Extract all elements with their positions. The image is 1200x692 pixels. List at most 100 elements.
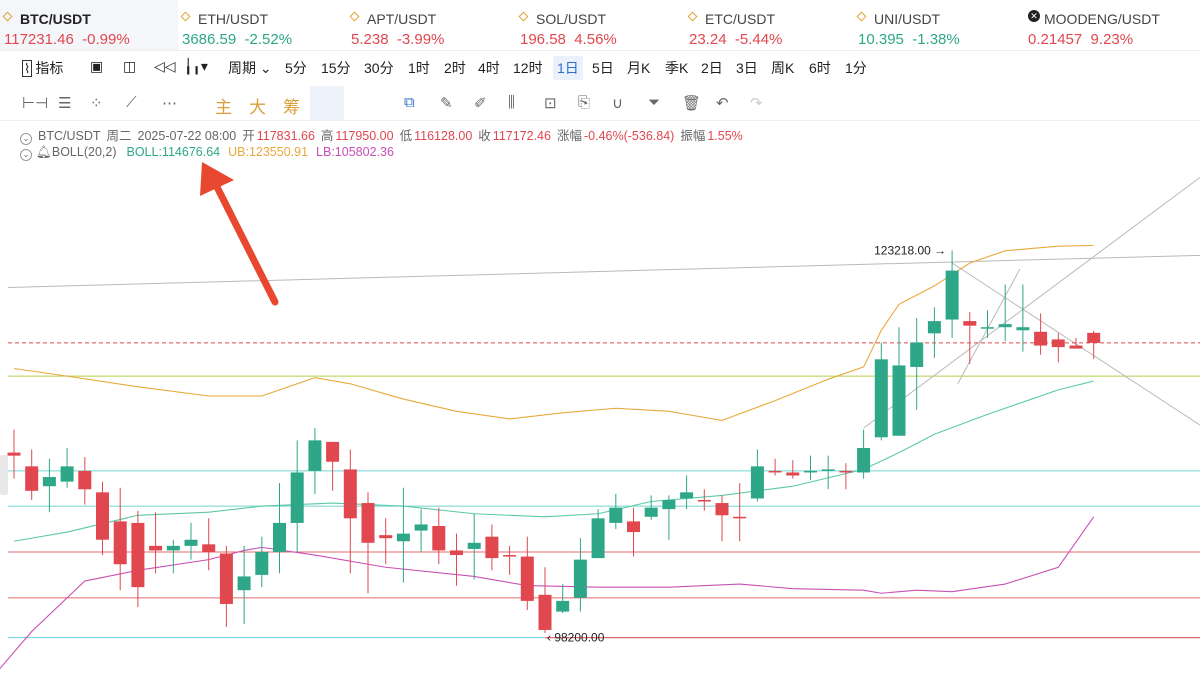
- annotation-arrow-head: [200, 162, 234, 196]
- ticker-eth-usdt[interactable]: ETH/USDT 3686.59 -2.52%: [178, 0, 348, 50]
- candle-body: [945, 270, 959, 320]
- replay-icon[interactable]: ◁◁: [154, 58, 176, 74]
- more-tools-icon[interactable]: ⋯: [162, 95, 177, 112]
- ticker-etc-usdt[interactable]: ETC/USDT 23.24 -5.44%: [685, 0, 855, 50]
- candle-body: [662, 499, 676, 510]
- candle-body: [591, 518, 605, 559]
- candle-body: [379, 535, 393, 539]
- interval-1[interactable]: 15分: [321, 60, 351, 76]
- redo-icon[interactable]: ↷: [750, 95, 763, 112]
- chart-toolbar: ⌇ 指标 ▣ ◫ ◁◁ ╽╻▾ 周期 ⌄ 5分 15分 30分 1时 2时 4时 12时 1日 5…: [0, 51, 1200, 84]
- candle-body: [981, 327, 994, 329]
- ticker-symbol: ETC/USDT: [705, 11, 775, 27]
- candle-body: [326, 441, 340, 462]
- interval-2[interactable]: 30分: [364, 60, 394, 76]
- candle-body: [1051, 339, 1065, 348]
- candle-body: [7, 452, 21, 456]
- indicator-button[interactable]: ⌇ 指标: [22, 60, 64, 77]
- interval-0[interactable]: 5分: [285, 60, 307, 76]
- candle-body: [78, 470, 92, 490]
- ticker-price: 0.21457 9.23%: [1028, 31, 1134, 48]
- interval-5[interactable]: 4时: [478, 60, 500, 76]
- candle-body: [273, 522, 286, 552]
- bell-icon[interactable]: 🔔︎: [36, 145, 52, 159]
- calendar-icon[interactable]: ▣: [90, 58, 104, 74]
- candle-tool-icon[interactable]: ⫼: [508, 94, 515, 111]
- interval-8[interactable]: 5日: [592, 60, 614, 76]
- candle-body: [450, 550, 463, 556]
- ticker-price: 196.58 4.56%: [520, 31, 617, 48]
- ticker-sol-usdt[interactable]: SOL/USDT 196.58 4.56%: [516, 0, 686, 50]
- ticker-apt-usdt[interactable]: APT/USDT 5.238 -3.99%: [347, 0, 517, 50]
- undo-icon[interactable]: ↶: [716, 95, 729, 112]
- candle-body: [96, 492, 109, 540]
- candle-body: [715, 503, 729, 516]
- candle-body: [1087, 332, 1101, 343]
- chart-type-icon[interactable]: ╽╻▾: [184, 58, 208, 74]
- candle-body: [184, 539, 198, 546]
- candle-body: [1034, 331, 1048, 346]
- candle-body: [343, 469, 357, 519]
- interval-14[interactable]: 6时: [809, 60, 831, 76]
- collapse-icon[interactable]: ⌄: [20, 133, 32, 145]
- ruler-icon[interactable]: ✎: [440, 95, 453, 112]
- ray-tool-icon[interactable]: ⟋: [126, 94, 137, 111]
- interval-6[interactable]: 12时: [513, 60, 543, 76]
- layout-icon[interactable]: ◫: [123, 58, 137, 74]
- interval-12[interactable]: 3日: [736, 60, 758, 76]
- boll-upper-line: [13, 244, 1094, 422]
- interval-9[interactable]: 月K: [627, 60, 651, 76]
- candle-body: [432, 525, 446, 551]
- candle-body: [290, 472, 304, 523]
- candle-body: [202, 544, 216, 552]
- main-label[interactable]: 主: [215, 98, 232, 117]
- candle-body: [361, 503, 375, 543]
- pen-icon[interactable]: ✐: [474, 95, 487, 112]
- candle-body: [396, 533, 410, 542]
- ticker-price: 117231.46 -0.99%: [4, 31, 130, 48]
- color-swatch[interactable]: [310, 86, 344, 120]
- candle-body: [927, 321, 941, 334]
- interval-3[interactable]: 1时: [408, 60, 430, 76]
- hline-tool-icon[interactable]: ⊢⊣: [22, 95, 49, 112]
- ticker-symbol: MOODENG/USDT: [1044, 11, 1160, 27]
- interval-10[interactable]: 季K: [665, 60, 689, 76]
- ticker-symbol: ETH/USDT: [198, 11, 268, 27]
- interval-4[interactable]: 2时: [444, 60, 466, 76]
- ticker-uni-usdt[interactable]: UNI/USDT 10.395 -1.38%: [854, 0, 1024, 50]
- candle-body: [237, 576, 251, 591]
- candle-body: [697, 499, 711, 502]
- candle-body: [520, 556, 534, 601]
- ticker-price: 5.238 -3.99%: [351, 31, 445, 48]
- parallel-tool-icon[interactable]: ☰: [58, 95, 72, 112]
- candle-body: [25, 466, 39, 491]
- ticker-bar: BTC/USDT 117231.46 -0.99% ETH/USDT 3686.59 …: [0, 0, 1200, 51]
- big-label[interactable]: 大: [249, 98, 266, 117]
- interval-15[interactable]: 1分: [845, 60, 867, 76]
- lock-icon[interactable]: ⊡: [544, 95, 557, 112]
- candle-body: [644, 507, 658, 517]
- grid-tool-icon[interactable]: ⁘: [90, 95, 103, 112]
- period-dropdown[interactable]: 周期 ⌄: [228, 60, 272, 76]
- interval-13[interactable]: 周K: [771, 60, 795, 76]
- interval-7[interactable]: 1日: [553, 56, 583, 80]
- collapse-icon[interactable]: ⌄: [20, 149, 32, 161]
- chip-label[interactable]: 筹: [283, 98, 300, 117]
- candle-body: [42, 477, 56, 487]
- annotation-arrow-shaft: [211, 179, 279, 306]
- boll-legend: ⌄ 🔔︎BOLL(20,2) BOLL:114676.64 UB:123550.91 L…: [20, 145, 394, 161]
- ticker-btc-usdt[interactable]: BTC/USDT 117231.46 -0.99%: [0, 0, 178, 50]
- note-icon[interactable]: ⎘: [578, 94, 591, 111]
- interval-11[interactable]: 2日: [701, 60, 723, 76]
- moodeng-icon: ✕: [1028, 10, 1040, 22]
- filter-icon[interactable]: ⏷: [648, 94, 661, 111]
- magnet-icon[interactable]: ∪: [612, 95, 623, 112]
- bookmark-icon[interactable]: ⧉: [404, 94, 415, 111]
- candle-body: [750, 466, 764, 499]
- candle-body: [556, 600, 570, 612]
- candle-body: [60, 466, 74, 482]
- ticker-symbol: SOL/USDT: [536, 11, 607, 27]
- ticker-moodeng-usdt[interactable]: ✕ MOODENG/USDT 0.21457 9.23%: [1024, 0, 1194, 50]
- trash-icon[interactable]: 🗑: [682, 95, 702, 112]
